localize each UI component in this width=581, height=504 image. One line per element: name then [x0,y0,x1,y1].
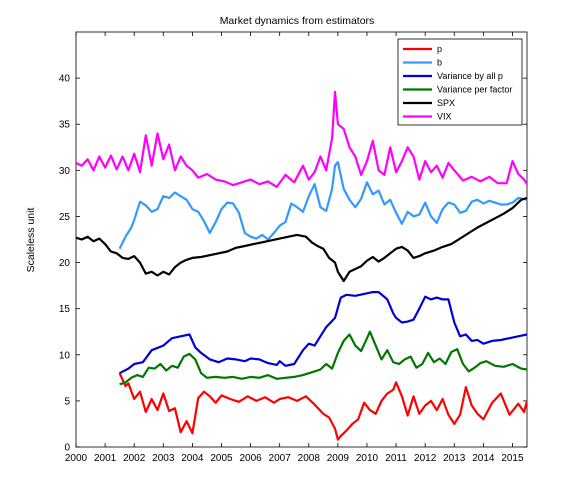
x-axis: 2000 2001 2002 2003 2004 2005 2006 2007 2008 2009… [65,32,524,464]
y-tick-label: 30 [59,166,71,177]
x-tick-label: 2001 [94,453,117,464]
chart-title: Market dynamics from estimators [220,15,375,27]
x-tick-label: 2000 [65,453,88,464]
y-tick-label: 0 [64,443,70,454]
x-tick-label: 2011 [385,453,407,464]
y-tick-label: 20 [59,258,71,269]
x-tick-label: 2013 [443,453,466,464]
legend: pb Variance by all p Variance per factor SP… [397,38,523,126]
series-line-variance-per-factor [119,330,527,386]
x-tick-label: 2008 [298,453,321,464]
y-tick-label: 25 [59,212,71,223]
series-line-b [118,160,527,250]
x-tick-label: 2015 [501,453,524,464]
series-line-p [118,372,527,441]
series-line-variance-by-all-p [119,291,527,375]
legend-label-vix: VIX [437,112,452,122]
series-line-vix [76,90,527,188]
y-tick-label: 10 [59,350,71,361]
x-tick-label: 2007 [269,453,292,464]
series-layer [76,90,527,441]
y-axis: 0 5 10 15 20 25 30 35 40 [59,74,527,454]
legend-label-variance-per-factor: Variance per factor [437,85,512,95]
x-tick-label: 2003 [152,453,175,464]
x-tick-label: 2006 [239,453,262,464]
x-tick-label: 2014 [472,453,495,464]
x-tick-label: 2005 [210,453,233,464]
legend-label-b: b [437,58,442,68]
y-tick-label: 5 [64,396,70,407]
x-tick-label: 2012 [414,453,437,464]
y-axis-label: Scaleless unit [25,208,37,273]
y-tick-label: 15 [59,304,71,315]
x-tick-label: 2010 [356,453,379,464]
legend-box [397,38,523,126]
legend-label-variance-by-all-p: Variance by all p [437,71,503,81]
legend-label-p: p [437,44,442,54]
y-tick-label: 35 [59,120,71,131]
x-tick-label: 2002 [123,453,146,464]
x-tick-label: 2009 [327,453,350,464]
x-tick-label: 2004 [181,453,204,464]
legend-label-spx: SPX [437,98,455,108]
series-line-spx [76,196,527,283]
y-tick-label: 40 [59,74,71,85]
